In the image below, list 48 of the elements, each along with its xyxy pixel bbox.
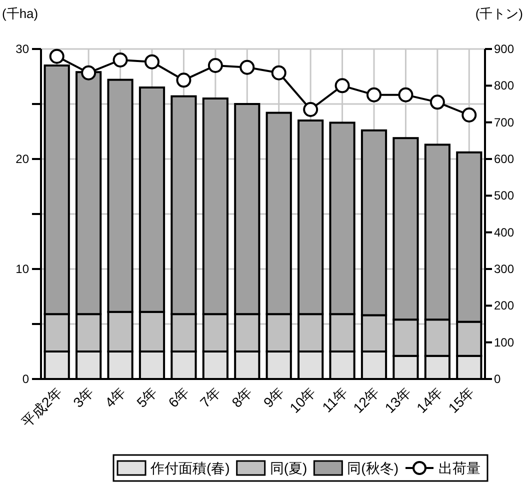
y2-tick-label: 300 (494, 262, 514, 276)
x-tick-label: 14年 (413, 384, 446, 416)
x-tick-label: 3年 (70, 384, 97, 411)
y2-tick-label: 100 (494, 335, 514, 350)
y-axis-title: (千ha) (2, 6, 38, 21)
x-tick-label: 10年 (286, 384, 319, 416)
y2-tick-label: 0 (494, 372, 501, 386)
point (112, 52, 128, 68)
point (334, 78, 350, 94)
x-tick-label: 5年 (133, 384, 160, 411)
legend-label: 同(秋冬) (347, 460, 398, 476)
point (49, 48, 64, 64)
x-tick-label: 15年 (445, 384, 478, 416)
y2-tick-label: 600 (494, 152, 514, 166)
point (240, 60, 255, 75)
y-tick-label: 0 (22, 372, 30, 386)
y2-tick-label: 700 (494, 115, 514, 130)
x-tick-label: 9年 (260, 384, 287, 411)
x-tick-label: 4年 (102, 384, 128, 411)
y2-tick-label: 200 (494, 298, 514, 313)
y-tick-label: 20 (16, 152, 30, 166)
point (271, 65, 286, 80)
y-tick-label: 10 (16, 262, 30, 276)
point (398, 87, 414, 102)
y2-tick-label: 900 (494, 42, 514, 56)
y2-tick-label: 500 (494, 188, 514, 203)
point (176, 72, 192, 88)
point (430, 94, 445, 110)
point (366, 87, 382, 102)
point (81, 65, 96, 80)
x-tick-label: 7年 (196, 384, 224, 411)
x-tick-label: 平成2年 (18, 384, 65, 430)
legend-label: 出荷量 (438, 460, 480, 476)
point (462, 108, 477, 122)
point (144, 54, 160, 70)
x-tick-label: 13年 (382, 384, 414, 416)
x-tick-label: 12年 (350, 384, 382, 416)
y2-tick-label: 800 (494, 78, 514, 93)
x-tick-label: 8年 (228, 384, 256, 411)
x-tick-label: 6年 (165, 384, 192, 411)
y2-tick-label: 400 (494, 225, 514, 240)
x-tick-label: 11年 (318, 384, 350, 416)
legend-label: 同(夏) (270, 460, 308, 476)
y2-axis-title: (千トン) (475, 6, 523, 21)
point (303, 102, 318, 117)
legend-label: 作付面積(春) (150, 460, 230, 476)
y-tick-label: 30 (16, 42, 30, 56)
point (208, 58, 223, 73)
